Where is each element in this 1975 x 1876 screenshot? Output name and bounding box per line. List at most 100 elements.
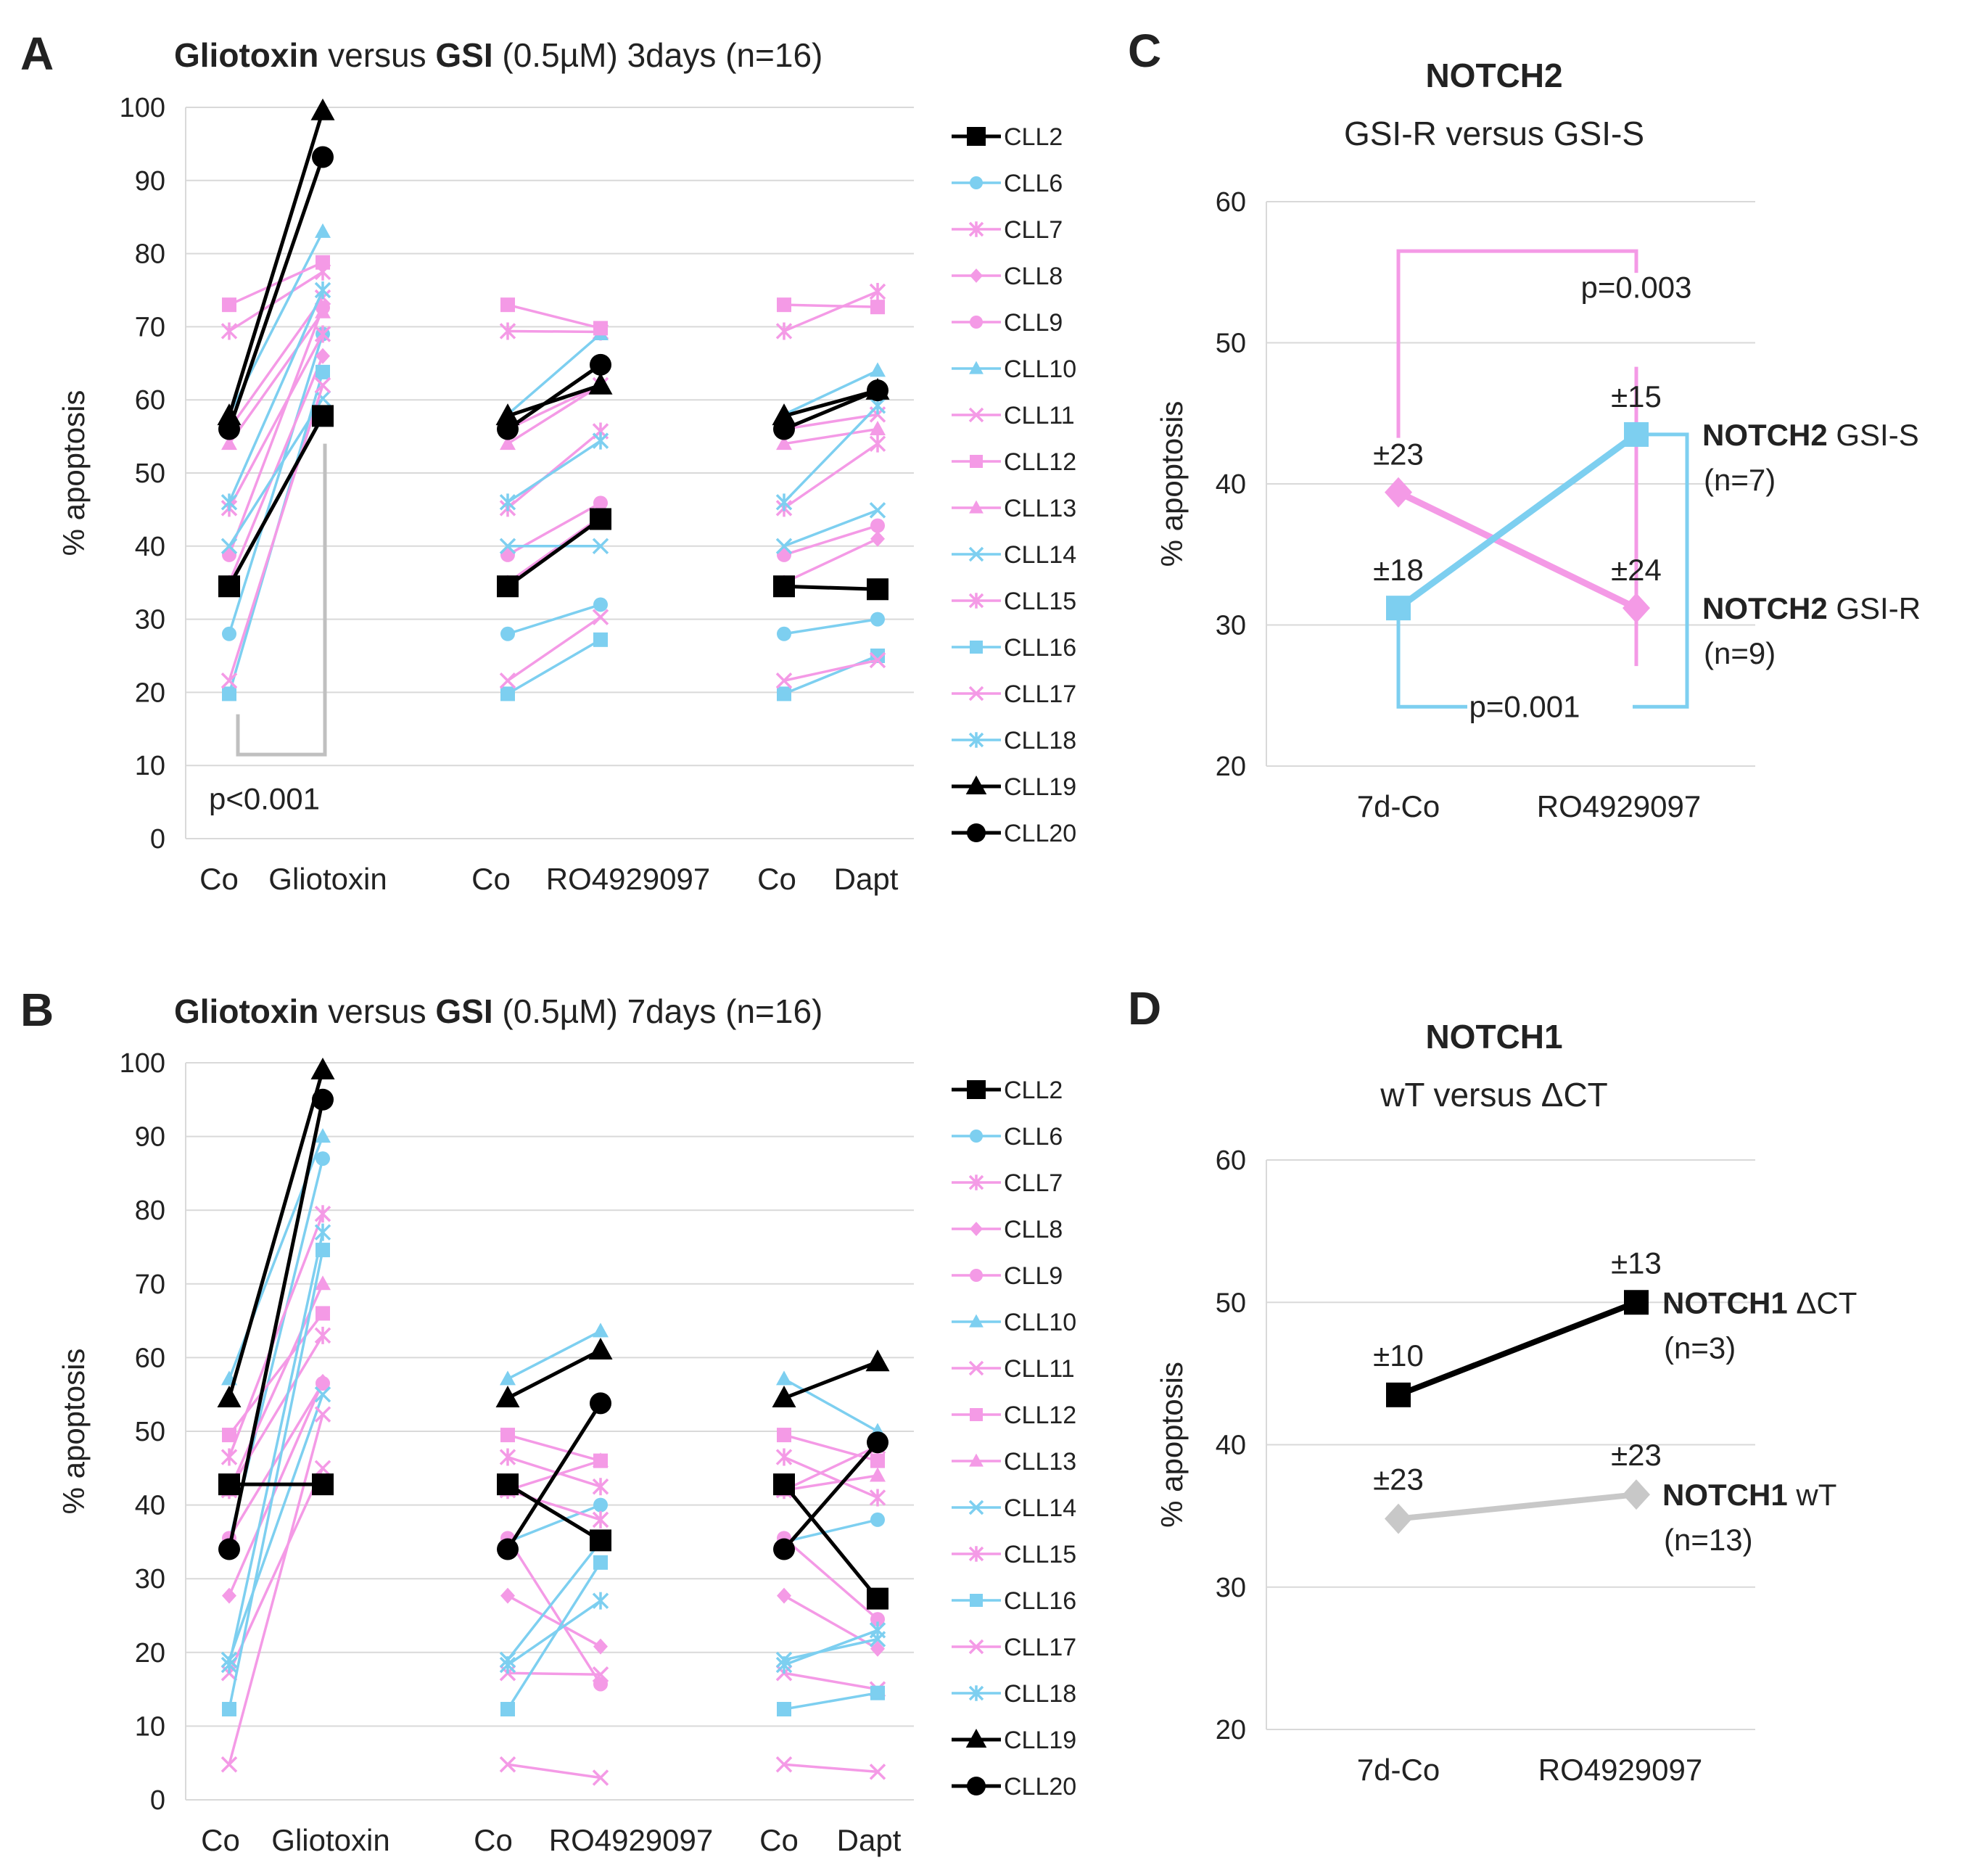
data-point-CLL16	[222, 1702, 236, 1717]
series-line-CLL8	[783, 1595, 878, 1650]
series-label: NOTCH2 GSI-S	[1702, 418, 1919, 452]
data-point-CLL18	[220, 493, 238, 511]
series-CLL16	[222, 1243, 885, 1717]
data-point-CLL10	[500, 1370, 516, 1386]
legend-entry: CLL9	[1004, 309, 1063, 337]
series-line-CLL11	[507, 384, 601, 431]
data-point-CLL2	[218, 575, 240, 598]
p-value-bracket	[236, 443, 327, 757]
data-point-CLL7	[499, 322, 516, 340]
data-point-CLL12	[316, 1306, 330, 1321]
series-line-CLL13	[783, 427, 878, 445]
data-point-CLL12	[593, 321, 608, 336]
series-line-CLL2	[506, 1483, 602, 1542]
error-label: ±15	[1611, 379, 1662, 414]
y-tick-label: 20	[135, 678, 165, 708]
y-tick-label: 0	[150, 824, 165, 855]
data-point-CLL6	[500, 626, 515, 641]
legend-marker	[970, 1594, 983, 1607]
series-line-CLL7	[783, 1455, 878, 1499]
legend-marker	[967, 1080, 986, 1099]
data-point-CLL9	[870, 518, 885, 533]
legend-marker	[969, 1453, 984, 1467]
legend-entry: CLL12	[1004, 448, 1076, 476]
series-line-CLL12	[228, 1312, 324, 1436]
data-point-CLL12	[777, 297, 791, 313]
data-point-CLL19	[865, 1349, 890, 1372]
series-line-CLL20	[227, 1099, 325, 1550]
data-point	[1623, 1479, 1650, 1510]
data-point-CLL7	[775, 1448, 793, 1466]
legend-entry: CLL2	[1004, 1077, 1063, 1104]
series-line-CLL11	[228, 297, 324, 430]
y-tick-label: 90	[135, 1122, 165, 1153]
data-point-CLL7	[869, 1489, 886, 1507]
legend-marker	[968, 686, 984, 702]
series-line	[1397, 1299, 1638, 1398]
data-point-CLL19	[588, 1337, 613, 1359]
series-CLL18	[220, 1223, 886, 1674]
data-point-CLL8	[777, 1587, 791, 1604]
series-label-bold: NOTCH2	[1702, 418, 1828, 452]
legend-entry: CLL9	[1004, 1262, 1063, 1290]
p-value-label: p<0.001	[209, 782, 320, 816]
data-point-CLL12	[500, 1428, 515, 1443]
data-point-CLL19	[310, 1057, 335, 1079]
series-line-CLL18	[507, 440, 601, 503]
data-point-CLL20	[590, 1392, 611, 1415]
data-point-CLL8	[500, 1587, 515, 1604]
x-category-label: Co	[759, 1823, 799, 1857]
data-point-CLL19	[772, 403, 796, 426]
data-point-CLL10	[870, 362, 886, 377]
series-line-CLL16	[228, 1249, 324, 1710]
y-tick-label: 50	[135, 1417, 165, 1447]
error-label: ±24	[1611, 553, 1662, 587]
data-point-CLL6	[870, 1512, 885, 1527]
data-point-CLL8	[222, 1587, 236, 1604]
series-NOTCH1 wT: ±23±23NOTCH1 wT(n=13)	[1373, 1438, 1836, 1557]
data-point-CLL12	[870, 1453, 885, 1468]
series-label-bold: NOTCH2	[1702, 591, 1828, 625]
data-point-CLL19	[310, 98, 335, 120]
data-point-CLL18	[775, 1656, 793, 1674]
data-point-CLL18	[314, 281, 331, 299]
y-tick-label: 60	[135, 1343, 165, 1373]
data-point-CLL10	[593, 1322, 609, 1338]
series-line-CLL17	[507, 1763, 601, 1780]
y-tick-label: 90	[135, 166, 165, 197]
data-point-CLL6	[593, 1497, 608, 1513]
data-point-CLL17	[314, 1406, 331, 1423]
data-point-CLL18	[314, 1223, 331, 1241]
y-tick-label: 30	[135, 605, 165, 635]
series-n-label: (n=3)	[1664, 1330, 1736, 1365]
data-point-CLL2	[312, 1473, 334, 1496]
data-point-CLL17	[220, 1756, 238, 1773]
series-line-CLL12	[507, 1433, 601, 1462]
series-line-CLL17	[507, 616, 601, 682]
legend-marker	[970, 268, 983, 283]
y-tick-label: 100	[120, 93, 165, 123]
series-line-CLL20	[506, 1402, 603, 1550]
data-point	[1385, 1503, 1412, 1534]
series-line-CLL13	[783, 1474, 878, 1492]
data-point-CLL13	[221, 435, 237, 451]
data-point-CLL2	[867, 1587, 888, 1610]
panel-C: C NOTCH2 GSI-R versus GSI-S 20 30 40 50 60 % apo…	[1128, 25, 1921, 823]
series-line-CLL9	[506, 1537, 602, 1685]
data-point-CLL16	[593, 1555, 608, 1570]
series-line-CLL20	[783, 388, 878, 431]
series-line-CLL17	[783, 1763, 878, 1774]
series-CLL6	[222, 326, 885, 641]
data-point-CLL10	[315, 223, 331, 238]
legend-entry: CLL18	[1004, 727, 1076, 754]
legend-entry: CLL11	[1004, 1355, 1075, 1383]
legend-entry: CLL7	[1004, 216, 1063, 244]
series-line-CLL13	[228, 1283, 324, 1492]
data-point	[1624, 1290, 1649, 1315]
series-line-CLL8	[228, 355, 324, 583]
y-tick-label: 40	[135, 532, 165, 562]
panel-B: B Gliotoxin versus GSI (0.5µM) 7days (n=1…	[20, 984, 1076, 1857]
series-line-CLL14	[228, 1394, 324, 1661]
series-line	[1396, 432, 1638, 611]
series-NOTCH1 ΔCT: ±10 ±13NOTCH1 ΔCT (n=3)	[1373, 1246, 1857, 1407]
